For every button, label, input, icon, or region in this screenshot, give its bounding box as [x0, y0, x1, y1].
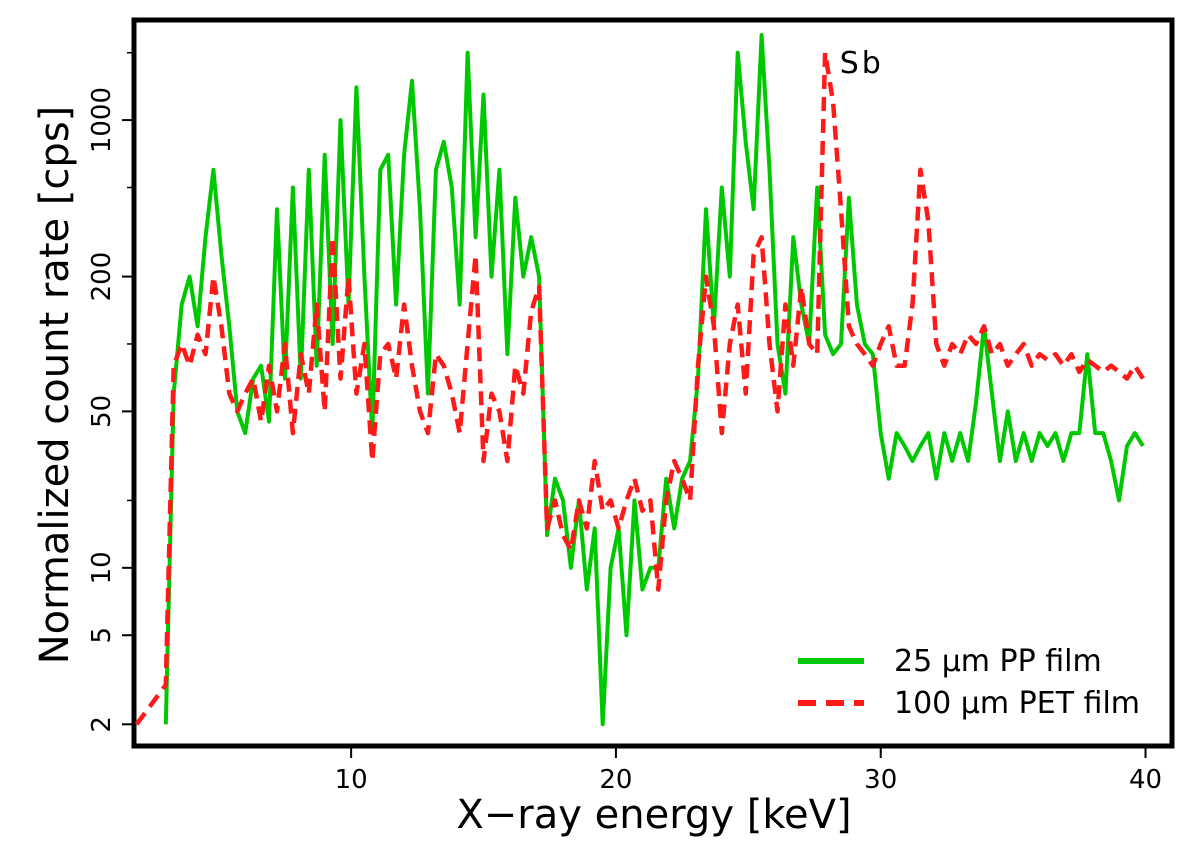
y-tick-label: 10	[87, 551, 117, 584]
x-axis: 10 20 30 40	[335, 746, 1162, 795]
x-tick-label: 30	[864, 765, 897, 795]
legend-label-pp: 25 µm PP film	[894, 644, 1102, 679]
annotation-label: Sb	[840, 46, 884, 81]
series-layer	[134, 33, 1145, 727]
legend: 25 µm PP film 100 µm PET film	[798, 644, 1140, 721]
series-line-pet	[134, 50, 1145, 726]
y-axis-label: Normalized count rate [cps]	[32, 106, 78, 665]
x-tick-label: 40	[1129, 765, 1162, 795]
y-tick-label: 5	[87, 627, 117, 644]
y-tick-label: 200	[87, 252, 117, 302]
y-tick-label: 50	[87, 395, 117, 428]
legend-label-pet: 100 µm PET film	[894, 686, 1140, 721]
x-axis-label: X−ray energy [keV]	[456, 792, 851, 838]
annotation-layer: Sb	[840, 46, 884, 81]
x-tick-label: 20	[599, 765, 632, 795]
x-tick-label: 10	[335, 765, 368, 795]
y-tick-label: 2	[87, 716, 117, 733]
y-axis: 2 5 10 50 200 1000	[87, 51, 134, 733]
y-tick-label: 1000	[87, 87, 117, 153]
